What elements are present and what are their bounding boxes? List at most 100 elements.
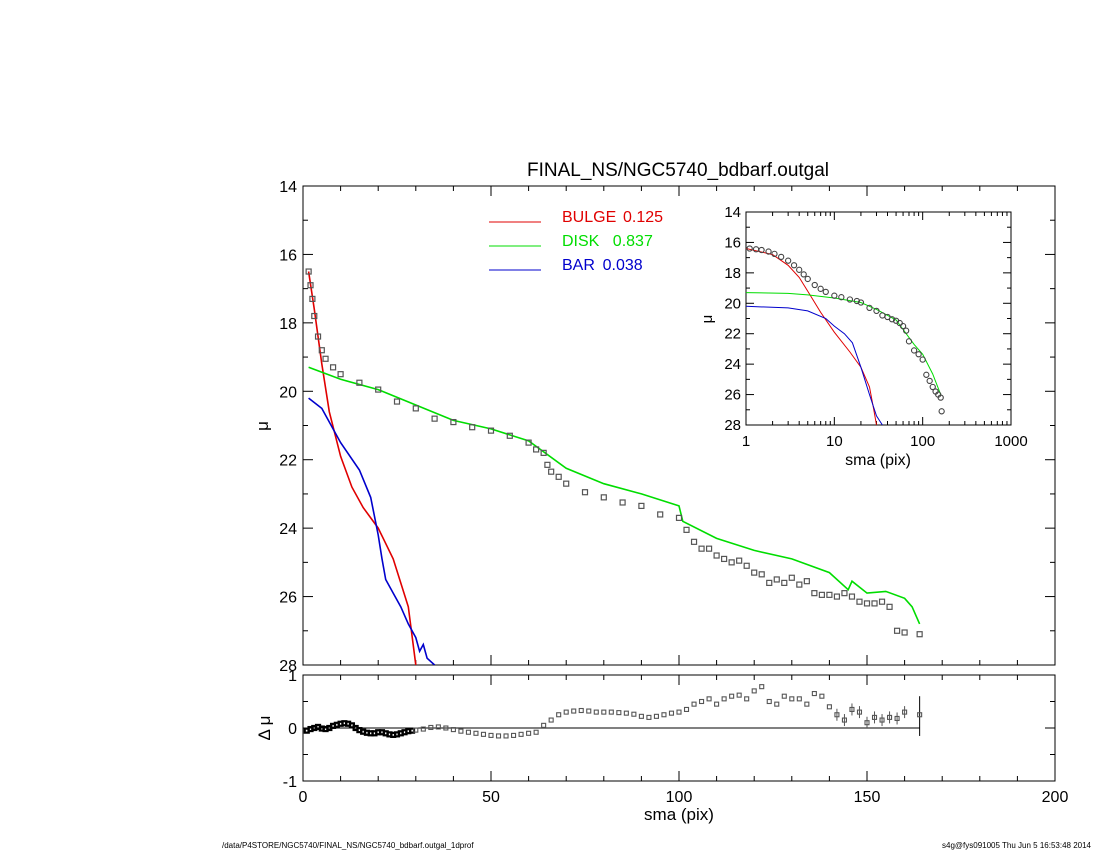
- residual-point: [887, 714, 893, 720]
- residual-point: [856, 709, 863, 715]
- inset-data-point: [804, 275, 811, 283]
- residual-point: [413, 727, 419, 733]
- main-series: [305, 268, 923, 665]
- residual-point: [548, 717, 554, 723]
- inset-y-axis-label: μ: [699, 315, 716, 324]
- data-point: [555, 473, 562, 480]
- main-y-tick-label: 24: [279, 521, 297, 538]
- inset-data-point: [929, 383, 936, 391]
- data-point: [548, 468, 555, 475]
- residual-point: [593, 709, 599, 715]
- data-point: [450, 418, 457, 426]
- inset-data-point: [857, 299, 865, 306]
- series-line-bulge: [307, 271, 417, 665]
- residual-point: [578, 707, 584, 714]
- residual-point: [683, 706, 690, 713]
- data-point: [329, 364, 337, 371]
- residual-x-tick-label: 150: [854, 789, 881, 806]
- data-point: [841, 590, 848, 597]
- residual-point: [661, 712, 667, 718]
- residual-point: [864, 720, 870, 726]
- data-point: [305, 268, 312, 275]
- data-point: [412, 405, 419, 412]
- residual-point: [804, 701, 810, 707]
- data-point: [487, 427, 495, 434]
- data-point: [698, 545, 705, 552]
- inset-series-line-disk: [746, 292, 942, 395]
- inset-data-point: [902, 327, 910, 334]
- inset-y-tick-label: 26: [724, 387, 741, 404]
- residual-y-tick-label: -1: [283, 774, 297, 791]
- residual-point: [533, 729, 539, 735]
- inset-x-tick-label: 1: [742, 433, 750, 450]
- data-point: [871, 600, 878, 607]
- residual-point: [646, 714, 652, 720]
- data-point: [540, 449, 547, 456]
- residual-point: [653, 713, 659, 719]
- residual-point: [781, 693, 787, 699]
- data-point: [878, 598, 886, 605]
- data-point: [506, 432, 513, 439]
- inset-data-point: [938, 408, 945, 415]
- data-point: [544, 461, 551, 468]
- residual-point: [473, 730, 479, 736]
- inset-axis-ticks: [745, 211, 1012, 426]
- residual-panel: Δ μ sma (pix) 10-10 50 100 150 200: [255, 668, 1068, 824]
- inset-data-point: [846, 296, 854, 303]
- residual-point: [819, 693, 825, 699]
- main-panel: FINAL_NS/NGC5740_bdbarf.outgal μ 14 16 18 2…: [253, 160, 1056, 675]
- residual-point: [601, 709, 607, 715]
- residual-point: [526, 730, 532, 736]
- inset-data-point: [746, 245, 753, 252]
- inset-plot-frame: [745, 211, 1012, 426]
- residual-point: [511, 732, 517, 738]
- data-point: [638, 502, 645, 510]
- data-point: [788, 574, 795, 581]
- data-point: [337, 371, 344, 378]
- inset-data-point: [873, 307, 880, 315]
- data-point: [307, 282, 314, 289]
- inset-data-point: [765, 248, 772, 255]
- residual-point: [714, 701, 720, 707]
- residual-point: [774, 701, 780, 707]
- residual-point: [638, 713, 644, 719]
- inset-data-point: [822, 288, 829, 296]
- inset-x-tick-label: 100: [910, 433, 935, 450]
- residual-axis-ticks: [302, 674, 1056, 782]
- residual-point: [563, 709, 569, 715]
- legend-label-bulge: BULGE: [562, 209, 616, 226]
- data-point: [533, 446, 540, 453]
- main-y-axis-label: μ: [253, 421, 272, 431]
- residual-point: [721, 696, 727, 702]
- residual-point: [826, 704, 832, 710]
- data-point: [356, 379, 363, 386]
- inset-data-point: [811, 281, 818, 289]
- residual-point: [736, 692, 742, 698]
- residual-point: [428, 724, 434, 731]
- inset-panel: μ sma (pix) 14 16 18 20 22 24 26 281 10 100 1000: [699, 204, 1028, 469]
- residual-tick-labels: 10-10 50 100 150 200: [283, 668, 1069, 806]
- inset-y-tick-label: 28: [724, 417, 741, 434]
- data-point: [886, 603, 893, 610]
- inset-data-point: [937, 394, 944, 401]
- data-point: [863, 600, 871, 607]
- data-point: [766, 579, 773, 586]
- residual-y-tick-label: 1: [288, 668, 297, 685]
- residual-point: [691, 701, 697, 707]
- residual-point: [608, 709, 614, 715]
- data-point: [751, 569, 758, 576]
- inset-data-point: [923, 371, 930, 378]
- main-y-tick-label: 28: [279, 658, 297, 675]
- inset-data-point: [838, 294, 845, 301]
- inset-series: [746, 245, 945, 425]
- data-point: [848, 593, 856, 600]
- series-line-disk: [308, 366, 921, 625]
- inset-data-point: [758, 246, 765, 254]
- data-point: [309, 295, 316, 303]
- legend-label-disk: DISK: [562, 233, 600, 250]
- residual-point: [751, 688, 757, 694]
- data-point: [796, 581, 803, 588]
- residual-point: [676, 709, 682, 715]
- inset-data-point: [784, 257, 792, 264]
